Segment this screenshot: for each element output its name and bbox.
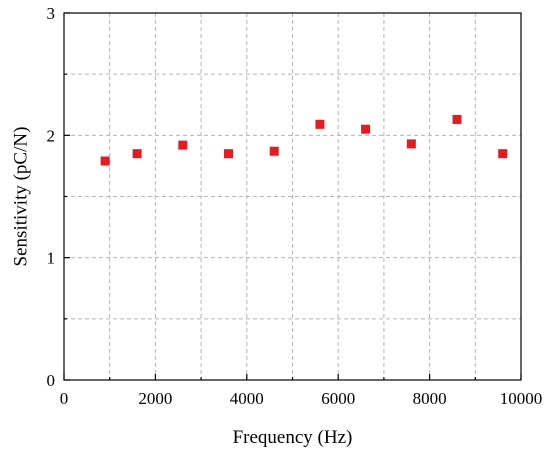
data-point — [269, 146, 279, 156]
x-tick-label: 0 — [60, 389, 69, 408]
data-point — [224, 149, 234, 159]
y-tick-label: 1 — [47, 249, 56, 268]
y-axis-label: Sensitivity (pC/N) — [11, 127, 32, 267]
x-tick-label: 8000 — [413, 389, 447, 408]
data-point — [178, 140, 188, 150]
grid-lines — [64, 13, 521, 380]
x-tick-label: 4000 — [230, 389, 264, 408]
axis-ticks — [63, 12, 522, 381]
data-point — [132, 149, 142, 159]
x-tick-label: 6000 — [321, 389, 355, 408]
data-point — [452, 114, 462, 124]
data-points — [100, 114, 508, 166]
data-point — [361, 124, 371, 134]
x-tick-label: 10000 — [500, 389, 543, 408]
tick-labels: 0 2000 4000 6000 8000 10000 0 1 2 3 — [47, 4, 543, 408]
data-point — [498, 149, 508, 159]
data-point — [406, 139, 416, 149]
x-tick-label: 2000 — [138, 389, 172, 408]
data-point — [100, 156, 110, 166]
data-point — [315, 119, 325, 129]
y-tick-label: 0 — [47, 371, 56, 390]
y-tick-label: 2 — [47, 126, 56, 145]
y-tick-label: 3 — [47, 4, 56, 23]
x-axis-label: Frequency (Hz) — [233, 427, 353, 448]
